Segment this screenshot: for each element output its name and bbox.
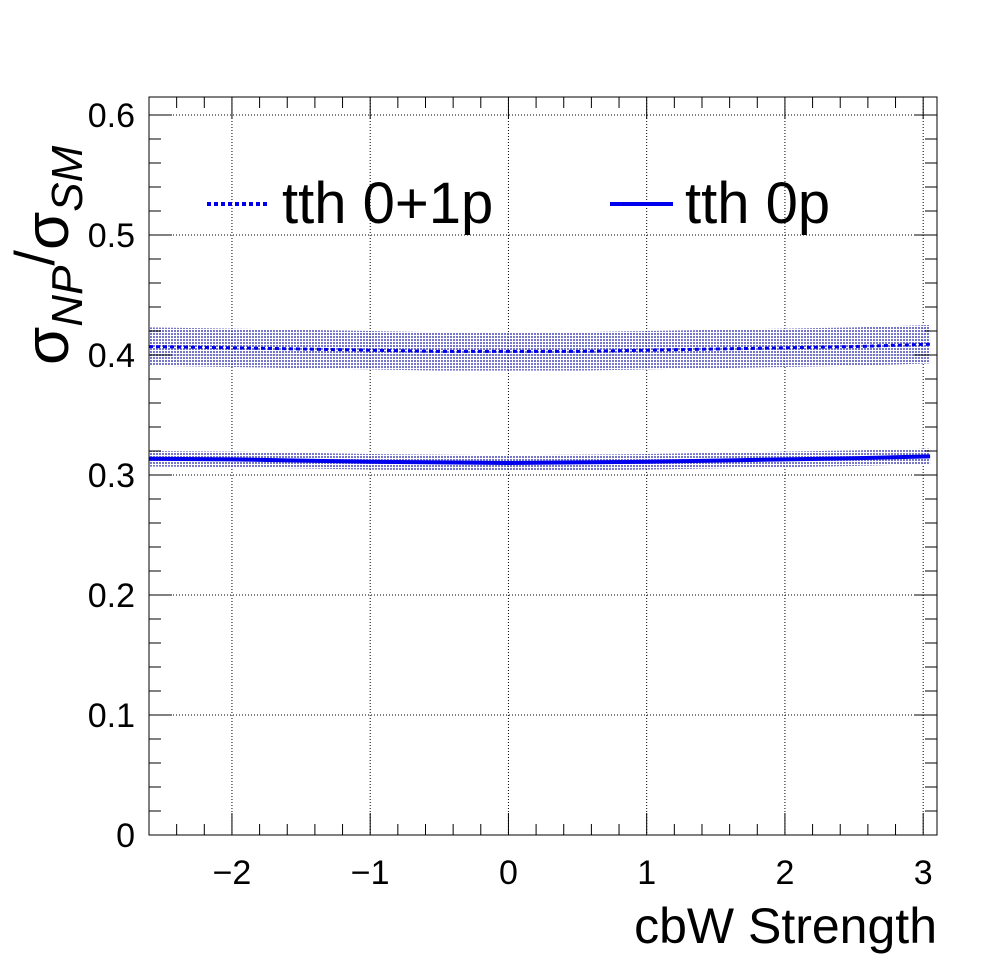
y-tick-label: 0.5 — [88, 217, 135, 255]
y-axis-label: σNP/σSM — [3, 145, 92, 365]
series-line-0 — [148, 342, 931, 353]
y-tick-label: 0.6 — [88, 97, 135, 135]
legend: tth 0+1p tth 0p — [207, 171, 830, 236]
y-label-sub-sm: SM — [43, 145, 92, 211]
y-label-slash: / — [3, 250, 66, 266]
plot-frame — [148, 96, 938, 836]
x-tick-label: 3 — [914, 854, 933, 892]
x-tick-label: −2 — [213, 854, 252, 892]
series-lines — [148, 342, 931, 466]
error-bands — [149, 325, 931, 471]
x-axis-label: cbW Strength — [634, 898, 937, 954]
x-tick-label: 2 — [775, 854, 794, 892]
error-band-0 — [149, 325, 931, 371]
y-tick-label: 0.4 — [88, 337, 135, 375]
y-tick-label: 0.3 — [88, 457, 135, 495]
y-tick-label: 0.2 — [88, 577, 135, 615]
x-tick-label: −1 — [351, 854, 390, 892]
error-band-1 — [149, 448, 931, 471]
axis-ticks — [148, 97, 937, 836]
y-tick-label: 0 — [116, 817, 135, 855]
series-line-1 — [148, 454, 931, 466]
x-tick-label: 0 — [499, 854, 518, 892]
y-tick-label: 0.1 — [88, 697, 135, 735]
tick-labels: −2 −1 0 1 2 3 0 0.1 0.2 0.3 0.4 0.5 0.6 — [88, 97, 933, 892]
y-label-sigma-np: σ — [13, 327, 82, 365]
x-tick-label: 1 — [637, 854, 656, 892]
legend-label-tth-0p: tth 0p — [685, 171, 830, 236]
y-label-sigma-sm: σ — [13, 212, 82, 250]
y-label-sub-np: NP — [43, 265, 92, 327]
legend-label-tth-0-1p: tth 0+1p — [282, 171, 493, 236]
